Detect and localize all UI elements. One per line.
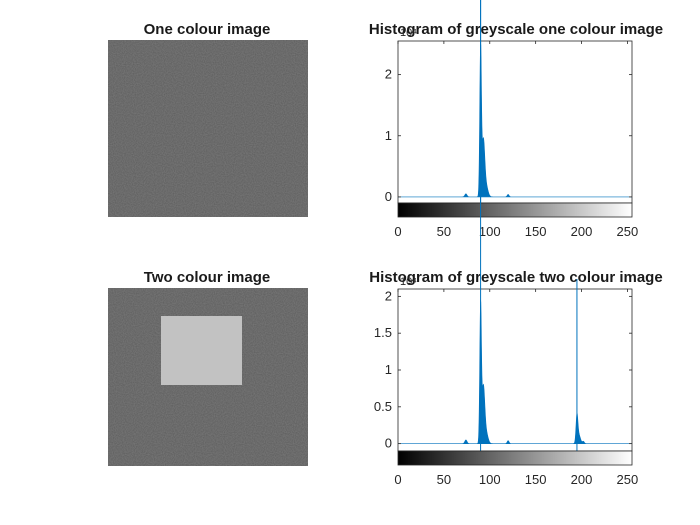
y-tick-label: 1.5 bbox=[374, 325, 392, 340]
y-tick-label: 0.5 bbox=[374, 399, 392, 414]
grey-colorbar-two-colour bbox=[397, 450, 633, 466]
histogram-one-colour: Histogram of greyscale one colour image … bbox=[369, 0, 663, 239]
x-ticks-two-colour: 0 50 100 150 200 250 bbox=[394, 289, 638, 487]
grey-colorbar-one-colour bbox=[397, 202, 633, 218]
histogram-area bbox=[398, 299, 632, 444]
histogram-marks-two-colour bbox=[398, 0, 632, 451]
x-tick-label: 200 bbox=[571, 472, 593, 487]
y-multiplier-label-one-colour: 10⁴ bbox=[400, 27, 417, 39]
y-ticks-one-colour: 0 1 2 bbox=[385, 67, 632, 204]
one-colour-image-texture bbox=[108, 40, 308, 217]
x-tick-label: 200 bbox=[571, 224, 593, 239]
y-tick-label: 1 bbox=[385, 362, 392, 377]
x-ticks-one-colour: 0 50 100 150 200 250 bbox=[394, 41, 638, 239]
image-title-two-colour: Two colour image bbox=[144, 269, 270, 286]
x-tick-label: 250 bbox=[617, 224, 639, 239]
x-tick-label: 50 bbox=[437, 224, 451, 239]
x-tick-label: 50 bbox=[437, 472, 451, 487]
histogram-two-colour: Histogram of greyscale two colour image … bbox=[369, 0, 663, 487]
histogram-area bbox=[398, 42, 632, 198]
x-tick-label: 0 bbox=[394, 472, 401, 487]
y-multiplier-label-two-colour: 10⁴ bbox=[400, 276, 417, 288]
image-panel-two-colour: Two colour image bbox=[108, 269, 308, 466]
y-tick-label: 2 bbox=[385, 67, 392, 82]
y-tick-label: 0 bbox=[385, 189, 392, 204]
y-tick-label: 2 bbox=[385, 288, 392, 303]
plot-area-one-colour bbox=[397, 40, 633, 204]
y-tick-label: 0 bbox=[385, 436, 392, 451]
x-tick-label: 150 bbox=[525, 472, 547, 487]
y-ticks-two-colour: 0 0.5 1 1.5 2 bbox=[374, 288, 632, 451]
x-tick-label: 100 bbox=[479, 472, 501, 487]
x-tick-label: 100 bbox=[479, 224, 501, 239]
image-panel-one-colour: One colour image bbox=[108, 21, 308, 217]
x-tick-label: 0 bbox=[394, 224, 401, 239]
plot-area-two-colour bbox=[397, 288, 633, 452]
x-tick-label: 150 bbox=[525, 224, 547, 239]
image-title-one-colour: One colour image bbox=[144, 21, 271, 38]
two-colour-image-square bbox=[161, 316, 242, 385]
histogram-title-one-colour: Histogram of greyscale one colour image bbox=[369, 21, 663, 38]
y-tick-label: 1 bbox=[385, 128, 392, 143]
x-tick-label: 250 bbox=[617, 472, 639, 487]
histogram-title-two-colour: Histogram of greyscale two colour image bbox=[369, 269, 662, 286]
